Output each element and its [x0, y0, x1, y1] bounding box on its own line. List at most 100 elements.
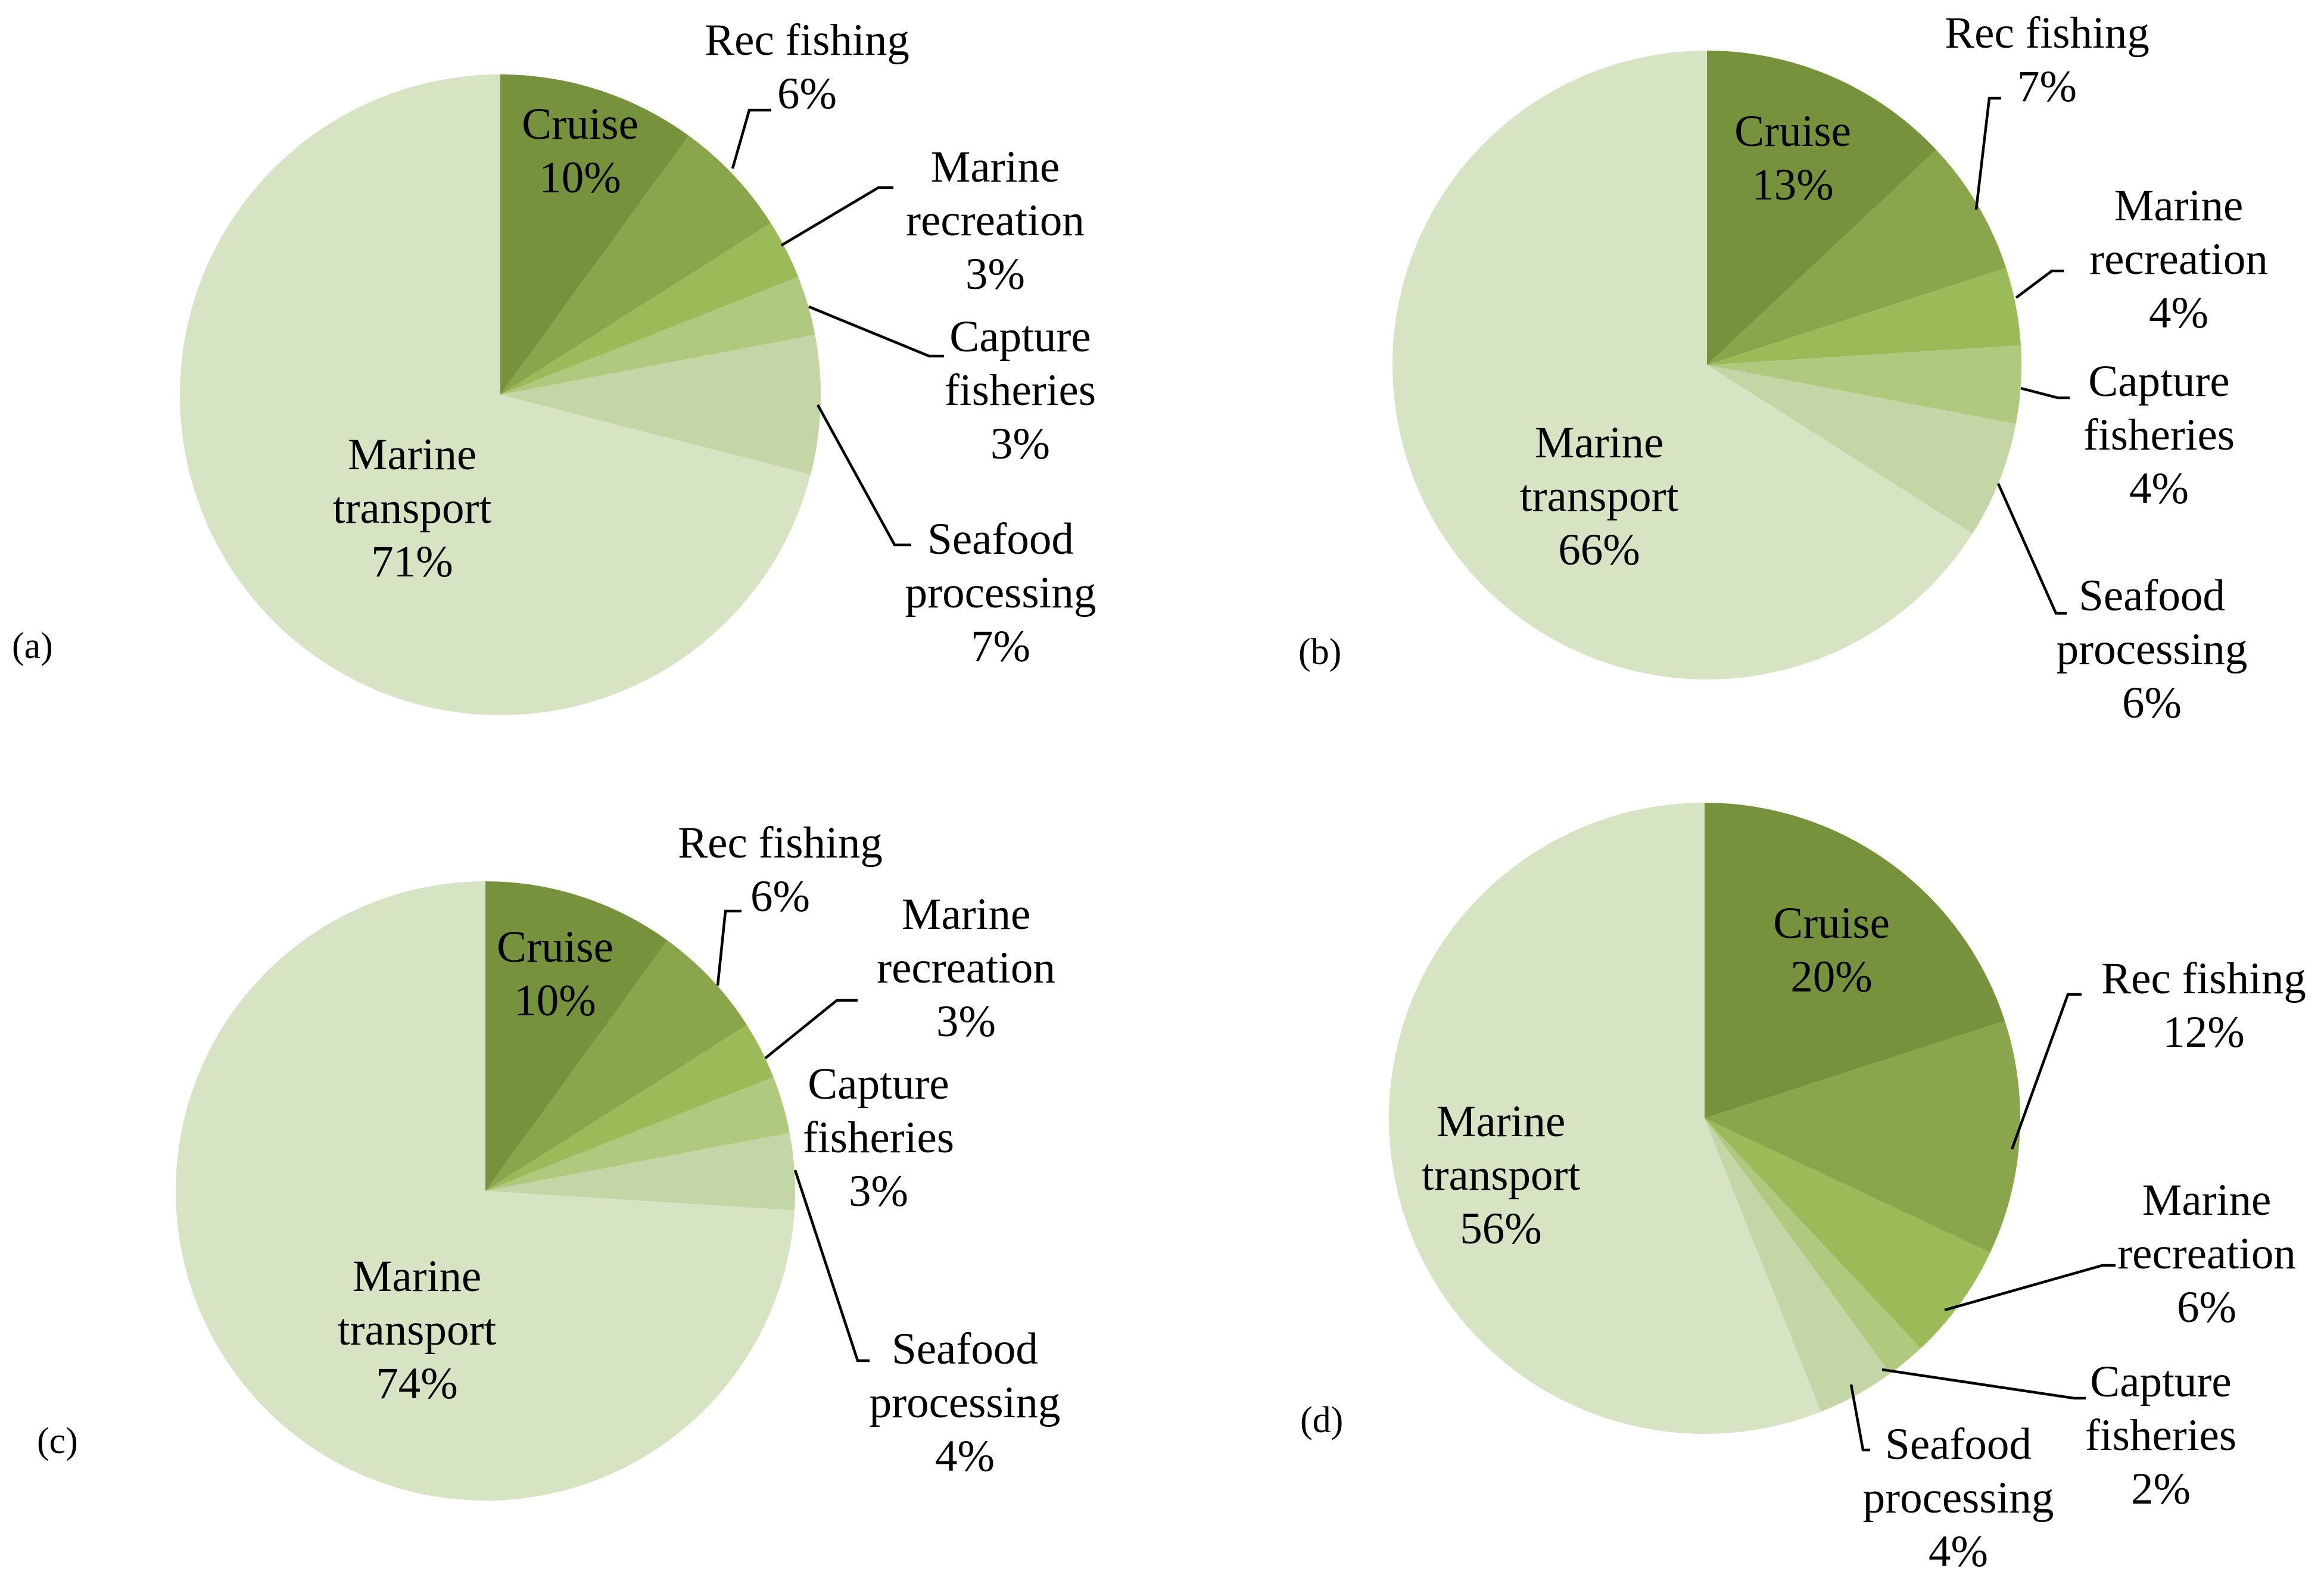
- pie-slice-rec-fishing: [485, 940, 747, 1191]
- data-label-marine-transport: Marine transport 56%: [1422, 1097, 1581, 1253]
- data-label-line: transport: [1422, 1150, 1581, 1200]
- leader-line-seafood-processing: [1849, 1384, 1870, 1452]
- leader-line-seafood-processing: [817, 404, 911, 547]
- leader-line-capture-fisheries: [1881, 1368, 2086, 1400]
- data-label-marine-recreation: Marine recreation 3%: [877, 890, 1055, 1046]
- data-label-line: Cruise: [497, 922, 613, 972]
- data-label-line: 6%: [2177, 1283, 2236, 1332]
- data-label-line: Capture: [949, 312, 1091, 361]
- pie-slice-seafood-processing: [1707, 365, 2016, 534]
- data-label-line: 7%: [2017, 62, 2077, 111]
- data-label-marine-recreation: Marine recreation 6%: [2117, 1175, 2296, 1332]
- data-label-line: 2%: [2131, 1464, 2191, 1514]
- data-label-line: Marine: [353, 1252, 482, 1301]
- data-label-marine-recreation: Marine recreation 4%: [2089, 181, 2268, 338]
- data-label-rec-fishing: Rec fishing 12%: [2101, 954, 2306, 1057]
- leader-line-rec-fishing: [1974, 96, 2001, 210]
- leader-line-seafood-processing: [1996, 483, 2067, 615]
- data-label-line: 3%: [936, 997, 996, 1046]
- data-label-line: Rec fishing: [678, 818, 883, 868]
- data-label-line: Rec fishing: [1945, 8, 2149, 58]
- data-label-line: processing: [870, 1378, 1061, 1427]
- panel-label: (d): [1300, 1400, 1343, 1440]
- data-label-line: 12%: [2163, 1008, 2244, 1057]
- data-label-seafood-processing: Seafood processing 4%: [870, 1324, 1061, 1481]
- leader-line-marine-recreation: [2015, 269, 2064, 299]
- data-label-line: Seafood: [2079, 571, 2225, 620]
- data-label-line: 10%: [539, 153, 621, 202]
- data-label-seafood-processing: Seafood processing 6%: [2057, 571, 2248, 728]
- data-label-cruise: Cruise 13%: [1734, 107, 1851, 210]
- data-label-line: 6%: [777, 69, 837, 119]
- data-label-line: 6%: [2122, 678, 2182, 728]
- data-label-marine-recreation: Marine recreation 3%: [906, 142, 1085, 299]
- data-label-line: 4%: [2129, 464, 2189, 513]
- data-label-line: Seafood: [927, 514, 1074, 564]
- data-label-line: Seafood: [892, 1324, 1038, 1374]
- leader-line-seafood-processing: [793, 1170, 870, 1362]
- data-label-line: 10%: [514, 976, 596, 1025]
- pie-slice-marine-recreation: [500, 223, 799, 395]
- data-label-line: Rec fishing: [2101, 954, 2306, 1003]
- data-label-marine-transport: Marine transport 71%: [333, 430, 492, 587]
- data-label-line: 20%: [1790, 952, 1872, 1002]
- data-label-seafood-processing: Seafood processing 4%: [1863, 1420, 2054, 1576]
- leader-line-rec-fishing: [2010, 993, 2082, 1150]
- data-label-seafood-processing: Seafood processing 7%: [905, 514, 1096, 671]
- pie-panel-c: Cruise 10% Rec fishing 6% Marine recreation 3%…: [37, 818, 1060, 1501]
- data-label-marine-transport: Marine transport 66%: [1520, 418, 1679, 575]
- pie-slice-seafood-processing: [500, 335, 821, 475]
- data-label-line: Capture: [2088, 357, 2229, 406]
- data-label-capture-fisheries: Capture fisheries 3%: [945, 312, 1096, 469]
- panel-label: (c): [37, 1421, 78, 1461]
- data-label-rec-fishing: Rec fishing 6%: [678, 818, 883, 921]
- pie-panel-d: Cruise 20% Rec fishing 12% Marine recreation 6…: [1300, 803, 2306, 1576]
- data-label-line: 74%: [376, 1359, 457, 1408]
- pie-slice-rec-fishing: [1705, 1021, 2021, 1253]
- data-label-line: transport: [1520, 472, 1679, 521]
- data-label-line: transport: [333, 484, 492, 533]
- pie-slice-capture-fisheries: [485, 1077, 790, 1191]
- pie-slice-marine-transport: [1392, 51, 1973, 680]
- data-label-capture-fisheries: Capture fisheries 4%: [2083, 357, 2235, 513]
- data-label-line: Marine: [2142, 1175, 2272, 1225]
- pie-slice-capture-fisheries: [500, 276, 815, 395]
- data-label-line: 56%: [1460, 1204, 1541, 1253]
- pie-slice-capture-fisheries: [1705, 1118, 1921, 1374]
- data-label-line: Cruise: [522, 99, 638, 149]
- pie-slice-marine-recreation: [485, 1025, 774, 1191]
- data-label-line: Capture: [808, 1059, 949, 1109]
- data-label-line: fisheries: [2085, 1411, 2236, 1460]
- pie-panel-a: Cruise 10%Rec fishing 6%Marine recreation 3%…: [12, 15, 1096, 715]
- data-label-cruise: Cruise 20%: [1773, 899, 1890, 1002]
- data-label-line: 4%: [2149, 288, 2208, 338]
- data-label-line: Marine: [931, 142, 1060, 192]
- data-label-line: processing: [1863, 1473, 2054, 1523]
- leader-line-marine-recreation: [1944, 1264, 2116, 1312]
- data-label-line: 3%: [965, 250, 1025, 299]
- leader-line-rec-fishing: [716, 909, 742, 986]
- data-label-marine-transport: Marine transport 74%: [338, 1252, 497, 1408]
- leader-line-marine-recreation: [780, 186, 893, 247]
- data-label-line: 3%: [849, 1167, 908, 1216]
- panel-label: (a): [12, 626, 53, 666]
- data-label-line: processing: [2057, 625, 2248, 674]
- leader-line-rec-fishing: [731, 108, 771, 169]
- data-label-line: 4%: [1929, 1527, 1988, 1576]
- data-label-line: 66%: [1558, 525, 1640, 575]
- data-label-line: recreation: [2089, 235, 2268, 284]
- data-label-line: 13%: [1752, 160, 1833, 210]
- data-label-line: processing: [905, 568, 1096, 618]
- data-label-line: 3%: [990, 419, 1050, 469]
- data-label-cruise: Cruise 10%: [522, 99, 638, 202]
- pie-slice-seafood-processing: [1705, 1118, 1890, 1412]
- pie-slice-cruise: [485, 881, 668, 1191]
- data-label-line: Marine: [2114, 181, 2244, 230]
- data-label-line: transport: [338, 1305, 497, 1355]
- data-label-line: 71%: [371, 537, 453, 587]
- data-label-line: fisheries: [945, 366, 1096, 415]
- data-label-line: 4%: [935, 1432, 995, 1481]
- data-label-line: 7%: [971, 622, 1030, 671]
- data-label-line: Marine: [1437, 1097, 1566, 1146]
- data-label-line: Marine: [348, 430, 477, 479]
